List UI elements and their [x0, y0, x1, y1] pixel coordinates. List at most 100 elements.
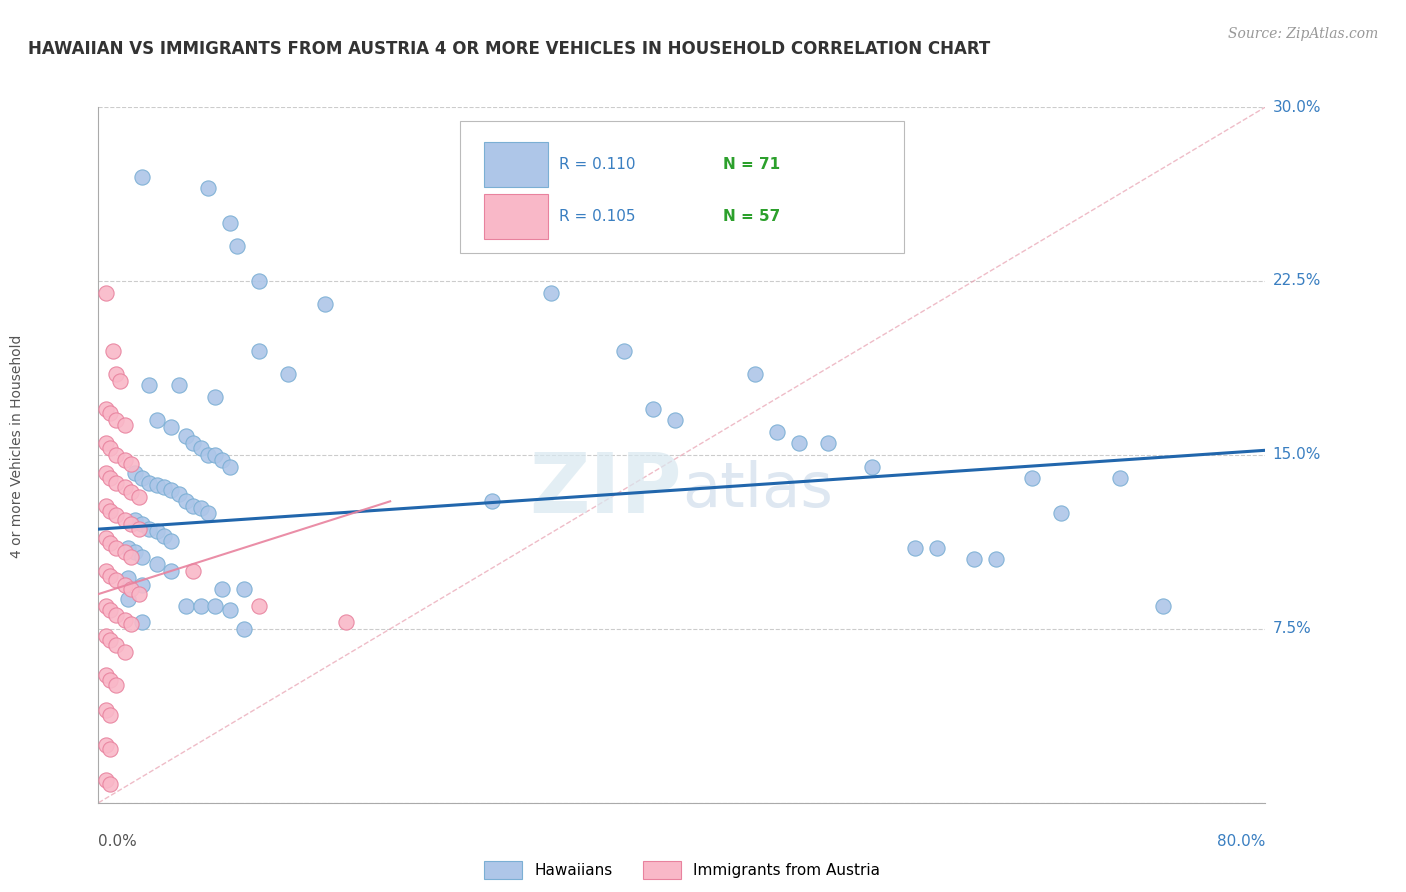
Point	[174, 494, 197, 508]
Point	[117, 571, 139, 585]
Point	[128, 490, 150, 504]
Point	[190, 441, 212, 455]
Point	[153, 529, 176, 543]
FancyBboxPatch shape	[484, 142, 548, 187]
Point	[114, 513, 136, 527]
Point	[204, 599, 226, 613]
Point	[120, 617, 142, 632]
Point	[104, 508, 127, 523]
Point	[101, 343, 124, 358]
Point	[94, 532, 117, 546]
Point	[114, 452, 136, 467]
Point	[1050, 506, 1073, 520]
Point	[114, 480, 136, 494]
Point	[247, 343, 270, 358]
Point	[94, 668, 117, 682]
Point	[1152, 599, 1174, 613]
Point	[104, 607, 127, 622]
Point	[167, 378, 190, 392]
Point	[131, 615, 153, 629]
Point	[94, 772, 117, 787]
Point	[98, 707, 121, 722]
Text: 22.5%: 22.5%	[1272, 274, 1320, 288]
Point	[174, 429, 197, 443]
Point	[204, 448, 226, 462]
Point	[138, 522, 160, 536]
Point	[117, 591, 139, 606]
Point	[787, 436, 810, 450]
Point	[160, 533, 183, 548]
Point	[817, 436, 839, 450]
Point	[481, 494, 503, 508]
Point	[104, 573, 127, 587]
Point	[138, 378, 160, 392]
Text: 4 or more Vehicles in Household: 4 or more Vehicles in Household	[10, 334, 24, 558]
Point	[98, 406, 121, 420]
Point	[124, 467, 146, 481]
Point	[98, 536, 121, 550]
FancyBboxPatch shape	[484, 194, 548, 239]
Point	[927, 541, 949, 555]
FancyBboxPatch shape	[460, 121, 904, 253]
Point	[160, 483, 183, 497]
Point	[128, 587, 150, 601]
Point	[131, 169, 153, 184]
Point	[98, 742, 121, 756]
Point	[131, 471, 153, 485]
Point	[104, 541, 127, 555]
Point	[94, 738, 117, 752]
Point	[218, 216, 240, 230]
Point	[94, 629, 117, 643]
Point	[120, 582, 142, 597]
Point	[197, 506, 219, 520]
Point	[117, 541, 139, 555]
Point	[131, 578, 153, 592]
Point	[160, 564, 183, 578]
Text: HAWAIIAN VS IMMIGRANTS FROM AUSTRIA 4 OR MORE VEHICLES IN HOUSEHOLD CORRELATION : HAWAIIAN VS IMMIGRANTS FROM AUSTRIA 4 OR…	[28, 40, 990, 58]
Point	[641, 401, 664, 416]
Point	[904, 541, 927, 555]
Point	[120, 457, 142, 471]
Text: 0.0%: 0.0%	[98, 834, 138, 849]
Point	[98, 633, 121, 648]
Point	[138, 475, 160, 490]
Point	[335, 615, 357, 629]
Point	[131, 517, 153, 532]
Point	[120, 549, 142, 564]
Point	[247, 274, 270, 288]
Point	[204, 390, 226, 404]
Point	[110, 374, 132, 388]
Point	[94, 285, 117, 300]
Point	[104, 413, 127, 427]
Point	[94, 401, 117, 416]
Text: 80.0%: 80.0%	[1218, 834, 1265, 849]
Point	[218, 603, 240, 617]
Point	[114, 613, 136, 627]
Point	[98, 777, 121, 791]
Point	[146, 478, 169, 492]
Text: N = 57: N = 57	[723, 209, 780, 224]
Point	[233, 622, 256, 636]
Text: N = 71: N = 71	[723, 157, 780, 172]
Point	[120, 485, 142, 500]
Point	[124, 513, 146, 527]
Point	[612, 343, 634, 358]
Point	[1108, 471, 1130, 485]
Point	[94, 599, 117, 613]
Point	[197, 448, 219, 462]
Point	[160, 420, 183, 434]
Point	[94, 499, 117, 513]
Text: 30.0%: 30.0%	[1272, 100, 1320, 114]
Point	[181, 564, 204, 578]
Point	[98, 673, 121, 687]
Point	[174, 599, 197, 613]
Point	[104, 448, 127, 462]
Point	[181, 499, 204, 513]
Legend: Hawaiians, Immigrants from Austria: Hawaiians, Immigrants from Austria	[478, 855, 886, 886]
Point	[664, 413, 686, 427]
Text: 7.5%: 7.5%	[1272, 622, 1312, 636]
Point	[765, 425, 787, 439]
Point	[197, 181, 219, 195]
Point	[211, 452, 233, 467]
Point	[104, 475, 127, 490]
